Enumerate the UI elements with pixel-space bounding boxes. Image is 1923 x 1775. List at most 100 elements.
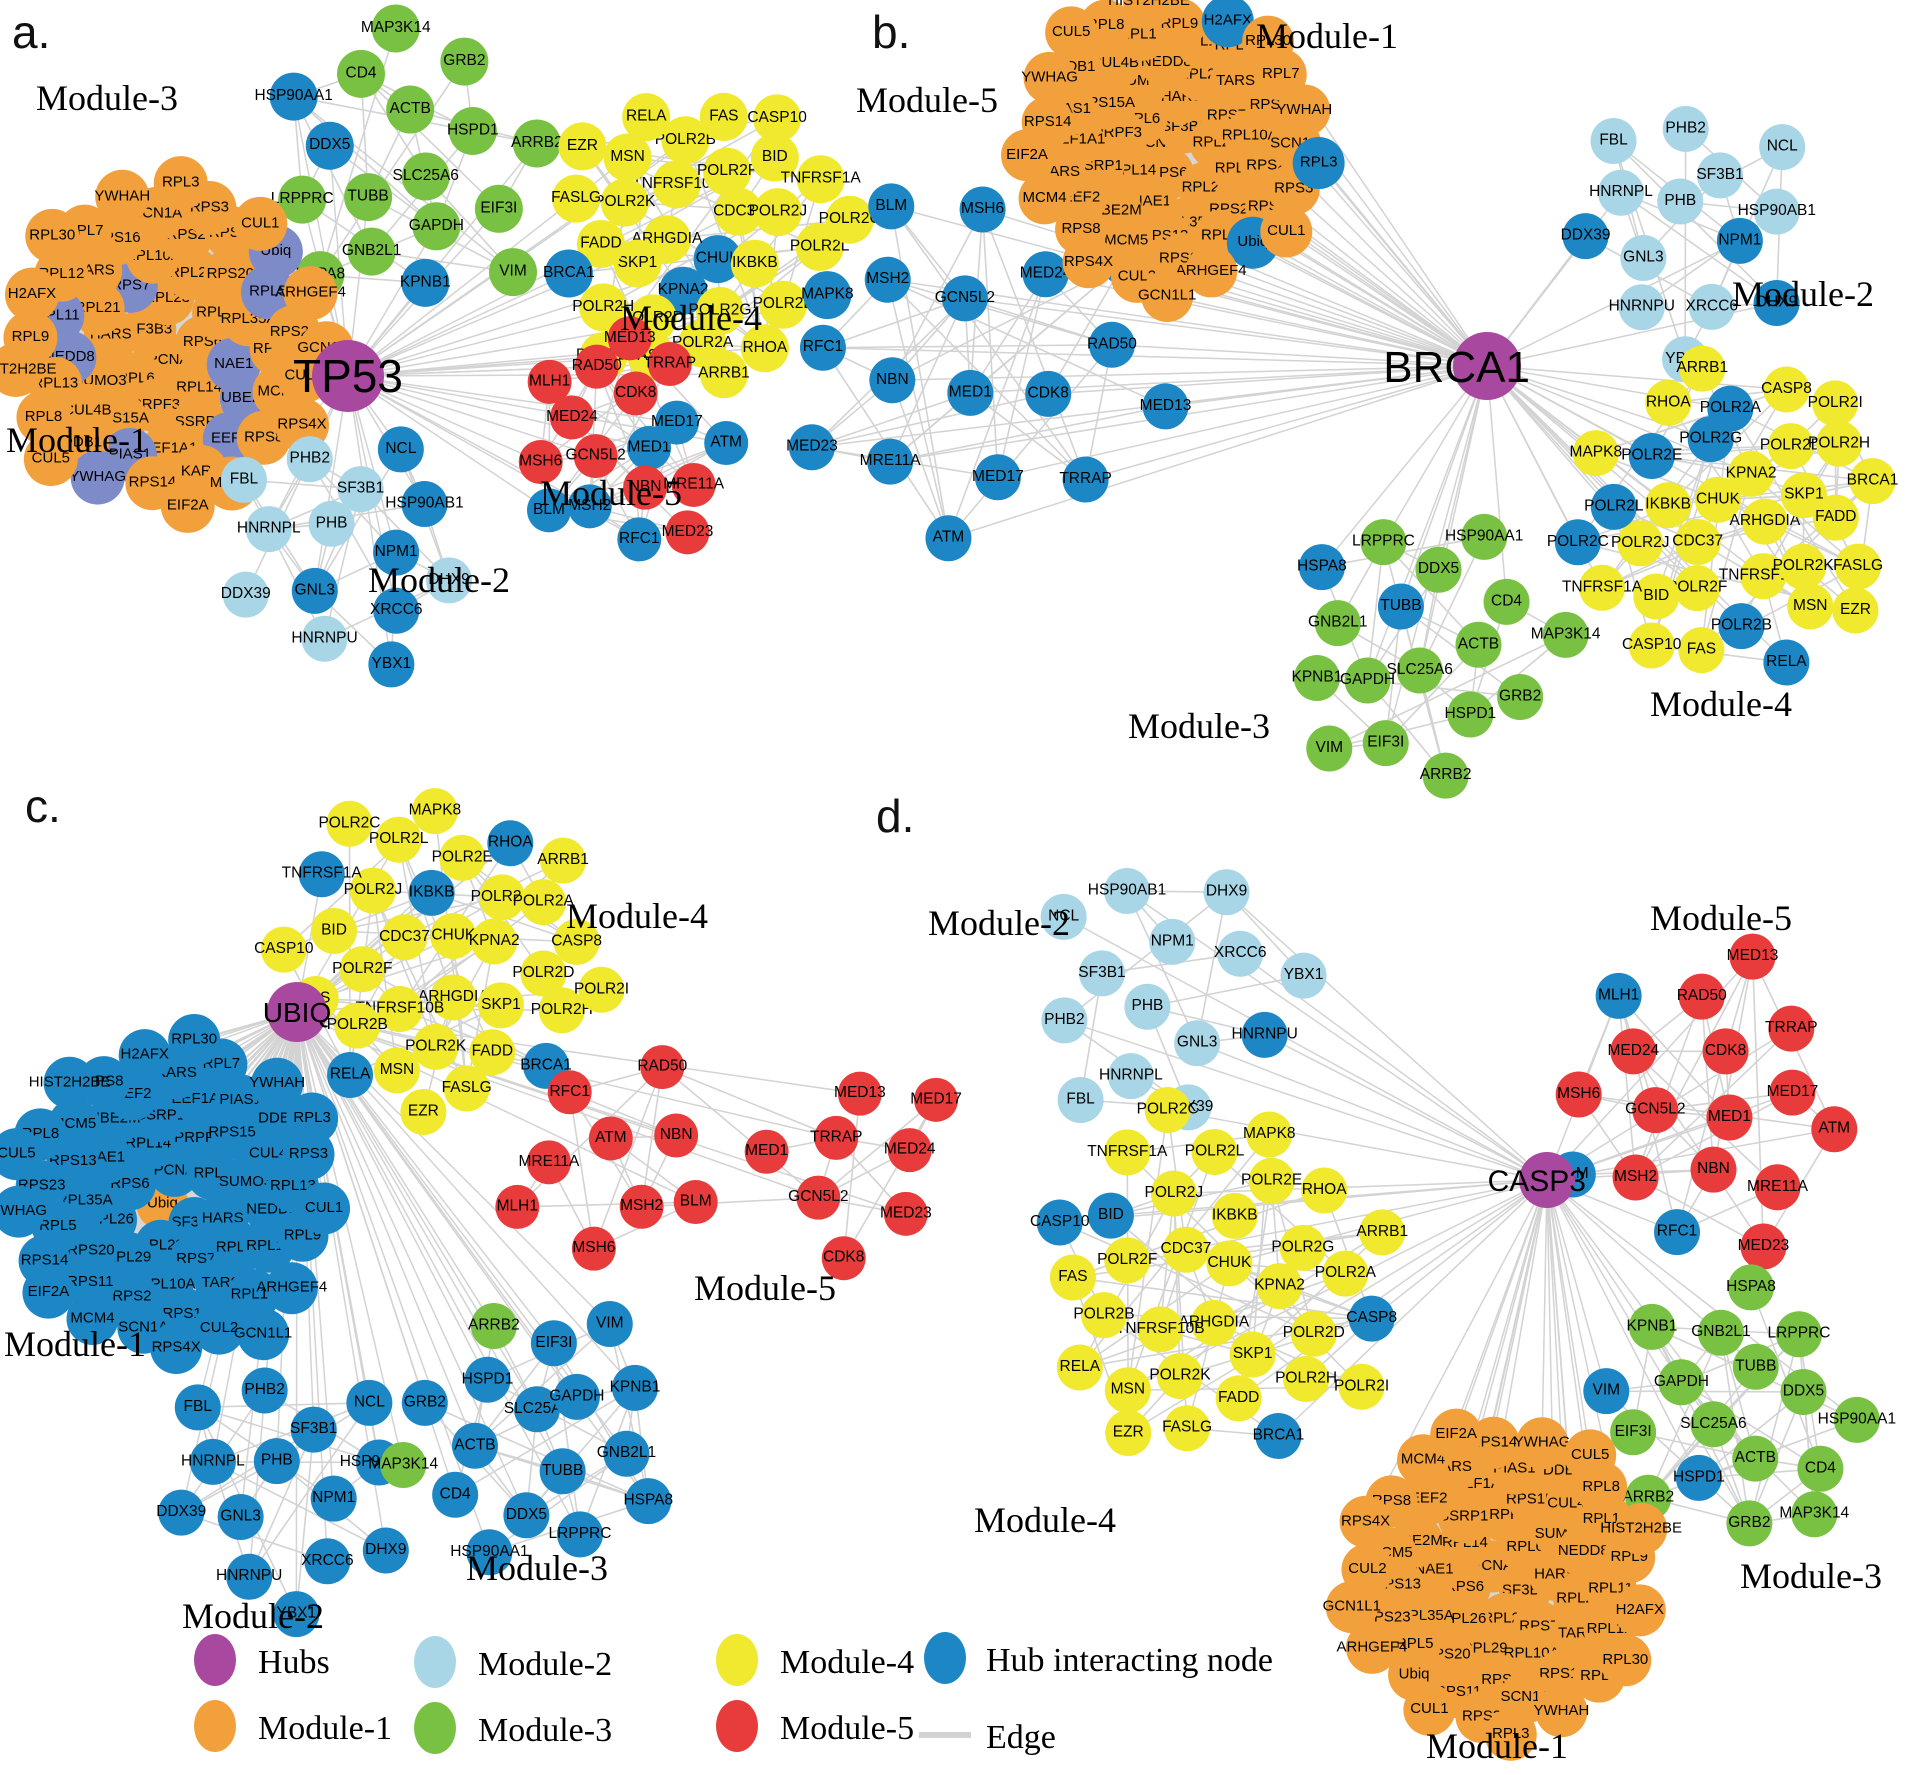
edge (947, 273, 1047, 539)
node-label-MSH6: MSH6 (961, 200, 1004, 217)
node-GAPDH (1658, 1359, 1705, 1406)
node-label-SF3B1: SF3B1 (1078, 964, 1125, 981)
node-RHOA (487, 820, 534, 867)
edge (661, 1066, 819, 1199)
node-label-RAD50: RAD50 (637, 1058, 687, 1075)
edge (1748, 1334, 1800, 1524)
node-SF3B1 (290, 1406, 337, 1453)
node-label-FBL: FBL (184, 1398, 213, 1415)
edge (1213, 1322, 1362, 1388)
node-label-POLR2A: POLR2A (1315, 1264, 1377, 1281)
node-label-POLR2A: POLR2A (1700, 399, 1762, 416)
node-label-KPNB1: KPNB1 (400, 273, 451, 290)
node-label-ACTB: ACTB (1735, 1449, 1776, 1466)
node-label-GNB2L1: GNB2L1 (597, 1444, 656, 1461)
node-label-CDK8: CDK8 (1028, 384, 1069, 401)
hub-edge (1371, 1179, 1548, 1320)
node-label-NPM1: NPM1 (375, 543, 418, 560)
node-label-HSP90AA1: HSP90AA1 (450, 1543, 528, 1560)
node-label-GCN1L1: GCN1L1 (1138, 286, 1196, 303)
node-DDX39 (222, 571, 269, 618)
edge (319, 61, 466, 276)
module-title: Module-4 (566, 896, 708, 936)
node-label-PHB2: PHB2 (290, 450, 331, 467)
hub-edge (1252, 242, 1488, 367)
legend-swatch-module-5 (716, 1700, 758, 1752)
edge (822, 343, 1112, 349)
node-label-RHOA: RHOA (1302, 1181, 1347, 1198)
node-GCN5L2 (573, 434, 618, 479)
node-YBX1 (273, 1591, 320, 1638)
node-SLC25A6 (514, 1386, 561, 1433)
module-title: Module-3 (36, 78, 178, 118)
node-RFC1 (1654, 1209, 1701, 1256)
edge (1613, 506, 1653, 646)
node-MRE11A (526, 1140, 571, 1185)
edge (1681, 1381, 1821, 1470)
node-NPM1 (373, 529, 420, 576)
node-label-BLM: BLM (875, 197, 907, 214)
node-POLR2B (1081, 1292, 1128, 1339)
node-MSH6 (518, 440, 563, 485)
node-label-ARHGEF4: ARHGEF4 (275, 284, 346, 301)
node-CDK8 (1702, 1028, 1749, 1075)
node-POLR2A (1322, 1250, 1369, 1297)
node-label-CUL4B: CUL4B (63, 401, 111, 418)
hub-edge (1400, 365, 1488, 607)
node-label-DDX5: DDX5 (309, 136, 350, 153)
node-TNFRSF1A (298, 851, 345, 898)
node-CUL5 (0, 1128, 43, 1181)
edge (1634, 996, 1703, 1178)
module-title: Module-4 (1650, 684, 1792, 724)
node-label-GAPDH: GAPDH (1654, 1373, 1709, 1390)
node-ACTB (1455, 621, 1502, 668)
hub-edge (1437, 365, 1488, 570)
node-label-POLR2B: POLR2B (655, 131, 716, 148)
node-GRB2 (1497, 673, 1544, 720)
node-FASLG (1164, 1405, 1211, 1452)
edge (596, 366, 695, 486)
edge (248, 1402, 371, 1578)
node-label-CUL1: CUL1 (241, 214, 279, 231)
node-label-TUBB: TUBB (347, 188, 388, 205)
node-label-RPS8: RPS8 (1061, 220, 1100, 237)
node-label-RFC1: RFC1 (1657, 1223, 1697, 1240)
node-TRRAP (1768, 1005, 1815, 1052)
node-label-H2AFX: H2AFX (1616, 1601, 1664, 1618)
node-label-HARS: HARS (202, 1210, 244, 1227)
node-label-CDC37: CDC37 (713, 202, 764, 219)
node-POLR2C (825, 195, 874, 244)
node-label-HIST2H2BE: HIST2H2BE (0, 360, 56, 377)
edge (889, 405, 1166, 463)
node-label-TRRAP: TRRAP (810, 1128, 863, 1145)
node-FAS (699, 92, 748, 141)
node-label-ARHGDIA: ARHGDIA (1730, 512, 1801, 529)
node-POLR2I (578, 966, 625, 1013)
node-TUBB (539, 1448, 586, 1495)
node-label-BRCA1: BRCA1 (1847, 472, 1899, 489)
node-CUL5 (1045, 6, 1098, 59)
node-label-PHB2: PHB2 (1044, 1011, 1085, 1028)
node-NPM1 (1716, 217, 1763, 264)
panel-letter: b. (872, 6, 910, 58)
node-CASP8 (1763, 366, 1810, 413)
node-TUBB (344, 173, 393, 222)
label-layer: TP53 Module-3 Module-4 Module-1 Module-2 Modu… (6, 6, 762, 600)
edge (1620, 192, 1778, 304)
node-ATM (1811, 1106, 1858, 1153)
node-FASLG (1835, 543, 1882, 590)
node-label-POLR2F: POLR2F (697, 162, 757, 179)
node-YBX1 (368, 641, 415, 688)
edge (641, 1196, 819, 1208)
node-label-IKBKB: IKBKB (732, 254, 778, 271)
node-label-NCL: NCL (1767, 138, 1798, 155)
node-CDK8 (821, 1236, 866, 1281)
node-label-GCN1L1: GCN1L1 (234, 1325, 292, 1342)
node-label-TUBB: TUBB (1380, 597, 1421, 614)
node-POLR2E (759, 280, 808, 329)
edge (981, 209, 1087, 480)
node-GRB2 (401, 1379, 448, 1426)
node-label-RPL5: RPL5 (249, 283, 287, 300)
node-label-ARRB1: ARRB1 (698, 365, 750, 382)
node-RHOA (740, 324, 789, 373)
